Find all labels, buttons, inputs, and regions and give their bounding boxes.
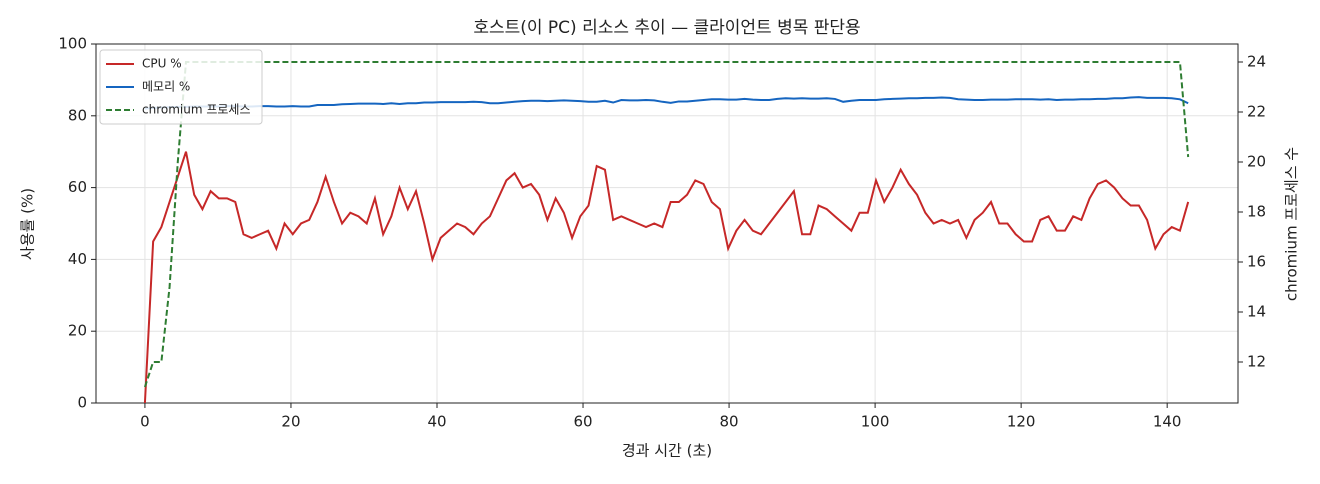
y-tick-label: 100 — [58, 35, 87, 53]
x-axis-label: 경과 시간 (초) — [622, 442, 712, 460]
x-tick-label: 60 — [573, 413, 592, 431]
legend-label: chromium 프로세스 — [142, 103, 251, 117]
x-tick-label: 0 — [140, 413, 150, 431]
y2-tick-label: 14 — [1247, 303, 1266, 321]
x-tick-label: 20 — [281, 413, 300, 431]
y-tick-label: 20 — [68, 322, 87, 340]
chart-title: 호스트(이 PC) 리소스 추이 — 클라이언트 병목 판단용 — [473, 18, 860, 38]
y2-tick-label: 12 — [1247, 353, 1266, 371]
x-tick-label: 40 — [427, 413, 446, 431]
plot-frame — [95, 43, 1239, 404]
y2-tick-label: 16 — [1247, 253, 1266, 271]
y2-tick-label: 22 — [1247, 103, 1266, 121]
x-tick-label: 80 — [720, 413, 739, 431]
y2-tick-label: 18 — [1247, 203, 1266, 221]
series-line — [143, 151, 1190, 404]
y2-axis-label: chromium 프로세스 수 — [1283, 147, 1301, 301]
series-line — [143, 61, 1190, 388]
y2-tick-label: 20 — [1247, 153, 1266, 171]
x-tick-label: 100 — [861, 413, 890, 431]
y-tick-label: 0 — [77, 394, 87, 412]
legend-label: CPU % — [142, 57, 182, 71]
y-tick-label: 40 — [68, 250, 87, 268]
y-axis-label: 사용률 (%) — [19, 188, 37, 260]
legend-label: 메모리 % — [142, 80, 190, 94]
x-tick-label: 120 — [1007, 413, 1036, 431]
series-line — [144, 96, 1189, 110]
y-tick-label: 60 — [68, 178, 87, 196]
legend-box — [99, 49, 263, 125]
y-tick-label: 80 — [68, 106, 87, 124]
x-tick-label: 140 — [1153, 413, 1182, 431]
y2-tick-label: 24 — [1247, 53, 1266, 71]
